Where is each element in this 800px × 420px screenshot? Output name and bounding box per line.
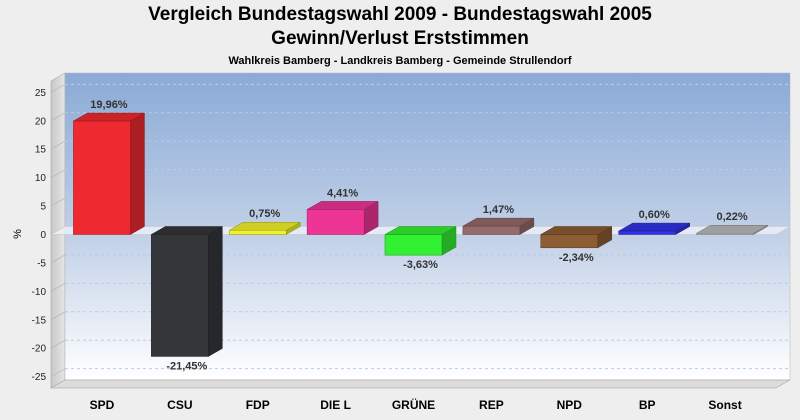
- bar-front: [306, 209, 365, 235]
- data-label: -2,34%: [559, 252, 594, 264]
- bar-front: [540, 234, 599, 249]
- bar-bp: [617, 222, 691, 235]
- y-axis-label: %: [12, 229, 24, 239]
- y-tick-label: 20: [35, 116, 47, 127]
- wall-gridline: [50, 254, 66, 264]
- y-tick-label: -15: [32, 315, 47, 326]
- data-label: 19,96%: [90, 99, 128, 111]
- bar-front: [384, 234, 443, 256]
- y-tick-label: 15: [35, 145, 47, 156]
- wall-gridline: [50, 311, 66, 321]
- data-label: 0,60%: [639, 209, 670, 221]
- bar-side: [208, 226, 223, 357]
- bar-front: [618, 230, 676, 235]
- x-category-label: CSU: [167, 398, 192, 412]
- x-category-label: GRÜNE: [392, 397, 435, 412]
- y-tick-label: -25: [32, 372, 47, 383]
- y-tick-label: 0: [40, 230, 46, 241]
- data-label: -21,45%: [166, 360, 207, 372]
- bar-npd: [539, 226, 613, 249]
- wall-gridline: [50, 197, 66, 207]
- x-category-label: NPD: [557, 398, 583, 412]
- bar-front: [73, 120, 131, 235]
- x-category-label: FDP: [246, 398, 270, 412]
- x-category-label: Sonst: [708, 398, 741, 412]
- bar-spd: [72, 112, 146, 235]
- wall-gridline: [50, 339, 66, 349]
- bar-front: [462, 225, 521, 235]
- bar-front: [228, 229, 287, 235]
- bar-front: [696, 232, 754, 235]
- bar-sonst: [695, 224, 769, 235]
- bar-gr-ne: [384, 226, 457, 256]
- data-label: 0,22%: [716, 211, 747, 223]
- x-category-label: REP: [479, 398, 504, 412]
- y-tick-label: -20: [32, 344, 47, 355]
- y-tick-label: 25: [35, 88, 47, 99]
- bar-side: [130, 112, 145, 235]
- chart-title: Vergleich Bundestagswahl 2009 - Bundesta…: [148, 4, 652, 25]
- wall-gridline: [50, 169, 66, 178]
- y-tick-label: -10: [32, 287, 47, 298]
- wall-gridline: [50, 84, 66, 93]
- data-label: -3,63%: [403, 259, 438, 271]
- data-label: 1,47%: [483, 204, 514, 216]
- bar-die-l: [306, 200, 380, 235]
- x-category-label: SPD: [90, 398, 115, 412]
- x-category-label: DIE L: [320, 398, 351, 412]
- bar-rep: [461, 217, 535, 235]
- y-tick-label: -5: [37, 258, 46, 269]
- bar-fdp: [228, 221, 302, 235]
- wall-gridline: [50, 283, 66, 292]
- chart-subtitle: Wahlkreis Bamberg - Landkreis Bamberg - …: [228, 55, 572, 67]
- y-tick-label: 10: [35, 173, 47, 184]
- floor: [50, 379, 791, 389]
- data-label: 4,41%: [327, 187, 358, 199]
- chart-title-line2: Gewinn/Verlust Erststimmen: [271, 28, 529, 49]
- bar-front: [151, 234, 209, 357]
- data-label: 0,75%: [249, 208, 280, 220]
- wall-gridline: [50, 368, 66, 377]
- bar-csu: [150, 226, 224, 357]
- wall-gridline: [50, 140, 66, 150]
- wall-gridline: [50, 112, 66, 122]
- x-category-label: BP: [639, 398, 656, 412]
- y-tick-label: 5: [40, 202, 46, 213]
